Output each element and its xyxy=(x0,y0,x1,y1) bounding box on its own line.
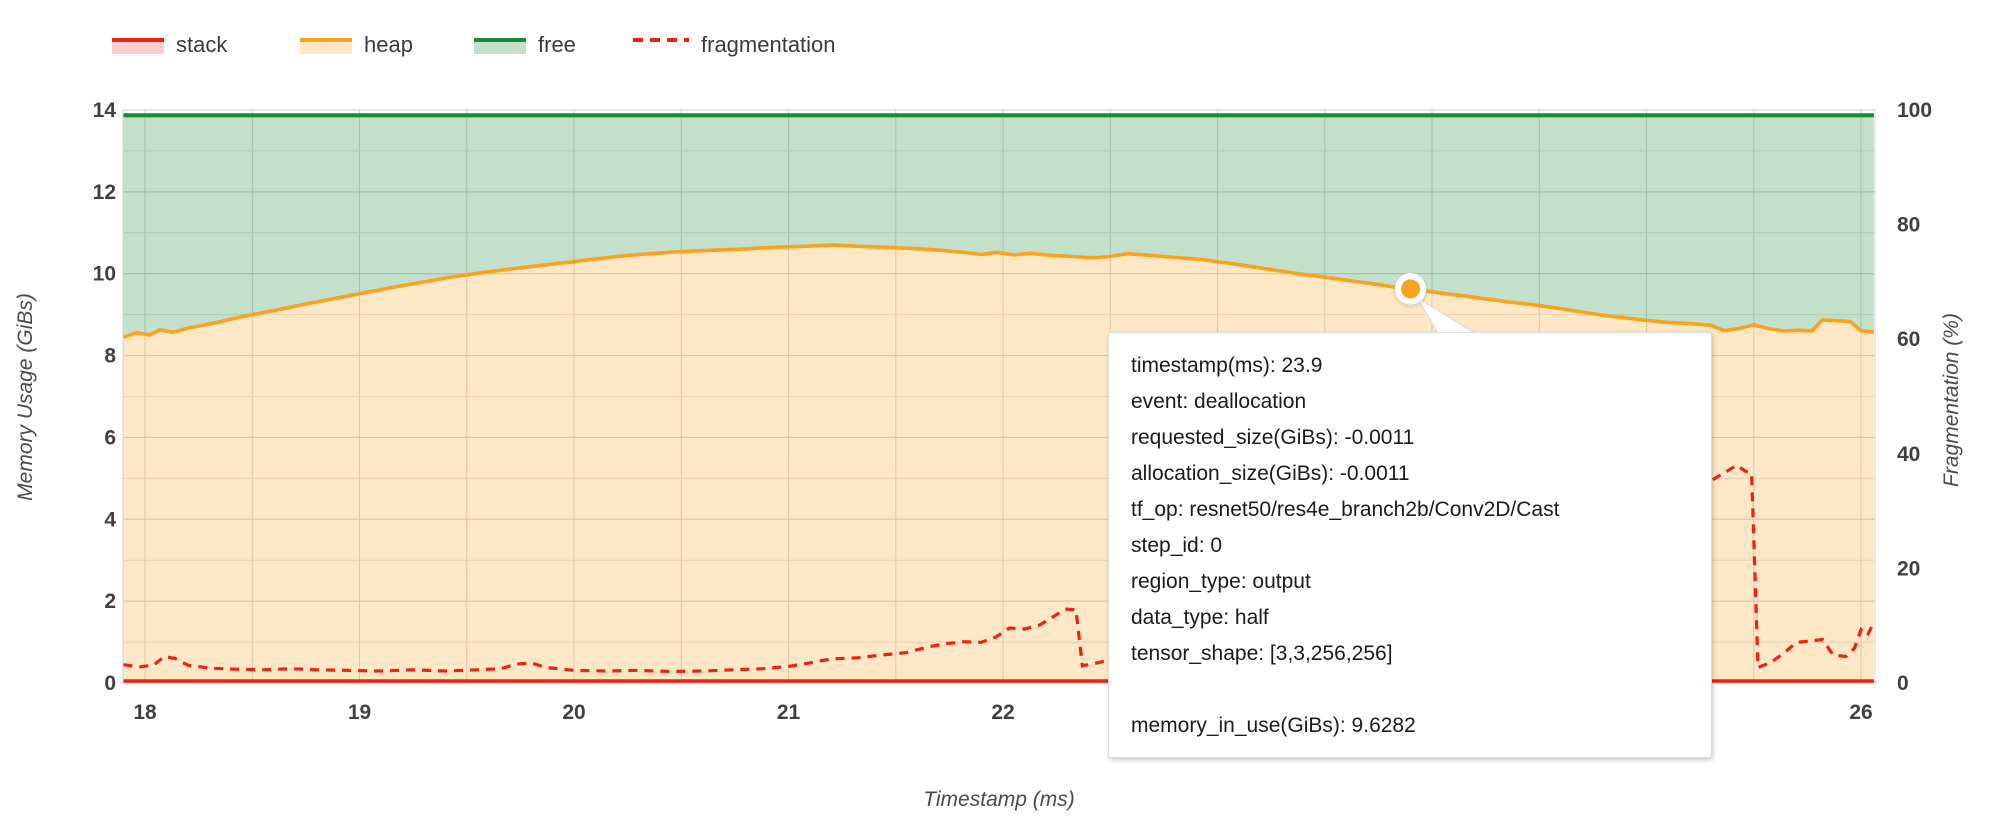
y-tick-label-left: 12 xyxy=(93,181,116,204)
legend-label-free: free xyxy=(538,32,576,57)
selected-point-marker[interactable] xyxy=(1393,272,1489,341)
legend-label-fragmentation: fragmentation xyxy=(701,32,836,57)
tooltip-line: memory_in_use(GiBs): 9.6282 xyxy=(1131,714,1416,737)
y-tick-label-right: 80 xyxy=(1897,214,1920,237)
free-area xyxy=(123,115,1874,338)
tooltip-line xyxy=(1131,672,1689,708)
legend-item-heap: heap xyxy=(300,30,413,60)
fragmentation-line xyxy=(123,463,1876,674)
chart-legend: stack heap free fragmentation xyxy=(0,30,1990,60)
legend-label-heap: heap xyxy=(364,32,413,57)
y-tick-label-left: 6 xyxy=(104,426,116,449)
x-tick-label: 18 xyxy=(133,701,157,724)
tooltip-line: data_type: half xyxy=(1131,606,1269,629)
legend-item-fragmentation: fragmentation xyxy=(633,30,836,60)
x-tick-label: 22 xyxy=(991,701,1014,724)
y-tick-label-left: 8 xyxy=(104,345,116,368)
tooltip-line: requested_size(GiBs): -0.0011 xyxy=(1131,426,1415,449)
fragmentation-dashed-line-icon xyxy=(633,37,689,54)
tooltip-line: allocation_size(GiBs): -0.0011 xyxy=(1131,462,1410,485)
free-swatch-icon xyxy=(474,37,526,54)
y-tick-label-right: 20 xyxy=(1897,557,1920,580)
tooltip-line: tf_op: resnet50/res4e_branch2b/Conv2D/Ca… xyxy=(1131,498,1560,521)
y-tick-label-left: 2 xyxy=(104,590,116,613)
heap-swatch-icon xyxy=(300,37,352,54)
selected-data-point[interactable] xyxy=(1401,279,1420,299)
legend-item-free: free xyxy=(474,30,576,60)
x-axis-title: Timestamp (ms) xyxy=(923,788,1074,811)
tooltip-line: tensor_shape: [3,3,256,256] xyxy=(1131,642,1393,665)
x-tick-label: 26 xyxy=(1849,701,1872,724)
y-tick-label-right: 60 xyxy=(1897,328,1920,351)
y-tick-label-left: 14 xyxy=(93,99,117,122)
y-tick-label-left: 0 xyxy=(104,672,116,695)
y-tick-label-right: 40 xyxy=(1897,443,1920,466)
stack-swatch-icon xyxy=(112,37,164,54)
gridlines xyxy=(122,109,1876,683)
y-tick-label-left: 4 xyxy=(104,508,116,531)
y-tick-label-right: 100 xyxy=(1897,99,1932,122)
tooltip-line: step_id: 0 xyxy=(1131,534,1223,557)
tooltip-line: timestamp(ms): 23.9 xyxy=(1131,354,1323,377)
tooltip: timestamp(ms): 23.9 event: deallocation re… xyxy=(1108,332,1712,758)
heap-line xyxy=(122,243,1875,339)
tooltip-line: region_type: output xyxy=(1131,570,1311,593)
x-tick-label: 21 xyxy=(777,701,801,724)
y-axis-title-right: Fragmentation (%) xyxy=(1940,313,1963,487)
x-tick-label: 20 xyxy=(562,701,585,724)
legend-label-stack: stack xyxy=(176,32,228,57)
y-axis-title-left: Memory Usage (GiBs) xyxy=(14,293,37,501)
y-tick-label-left: 10 xyxy=(93,263,116,286)
legend-item-stack: stack xyxy=(112,30,227,60)
x-tick-label: 19 xyxy=(348,701,371,724)
y-tick-label-right: 0 xyxy=(1897,672,1909,695)
tooltip-line: event: deallocation xyxy=(1131,390,1307,413)
